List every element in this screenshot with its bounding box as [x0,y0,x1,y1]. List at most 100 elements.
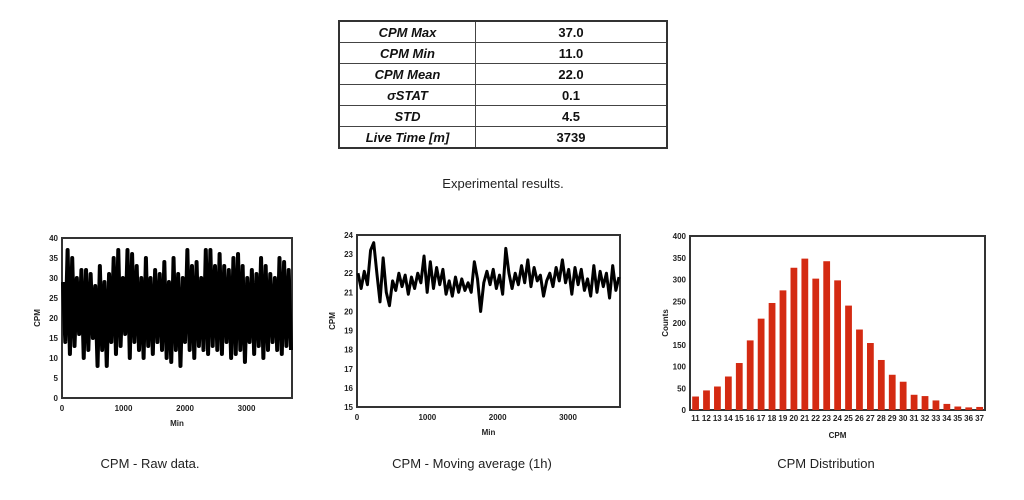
x-tick-label: 3000 [238,404,256,413]
bar [823,261,831,410]
x-tick-label: 34 [942,414,951,423]
y-axis-label: CPM [328,312,337,330]
y-tick-label: 17 [344,365,353,374]
bar [812,278,820,410]
x-tick-label: 3000 [559,413,577,422]
y-tick-label: 400 [673,232,687,241]
y-tick-label: 10 [49,354,58,363]
table-row: CPM Max 37.0 [338,20,668,43]
x-tick-label: 29 [888,414,897,423]
x-tick-label: 25 [844,414,853,423]
distribution-caption: CPM Distribution [777,456,875,471]
y-tick-label: 20 [49,314,58,323]
x-tick-label: 2000 [489,413,507,422]
y-tick-label: 23 [344,250,353,259]
data-series-line [61,248,293,368]
raw-data-chart: 0 5 10 15 20 25 30 35 40 CPM Min 0 1000 2000 3000 [33,234,293,428]
y-tick-label: 300 [673,276,687,285]
row-label: STD [338,105,476,127]
y-tick-label: 19 [344,327,353,336]
y-tick-label: 50 [677,384,686,393]
x-tick-label: 17 [757,414,766,423]
y-tick-label: 150 [673,341,687,350]
bar [714,386,721,410]
row-value: 0.1 [475,84,668,106]
bar [757,318,765,410]
row-label: CPM Max [338,20,476,43]
bar [888,374,896,410]
x-tick-label: 37 [975,414,984,423]
bar [867,343,874,410]
bar [834,280,841,410]
x-tick-label: 26 [855,414,864,423]
bar [724,376,732,410]
y-axis-label: Counts [661,309,670,337]
x-tick-label: 1000 [418,413,436,422]
x-tick-label: 16 [746,414,755,423]
y-tick-label: 20 [344,307,353,316]
bar [965,407,973,410]
x-tick-label: 28 [877,414,886,423]
table-caption: Experimental results. [442,176,564,191]
row-value: 4.5 [475,105,668,127]
plot-frame [356,234,621,408]
x-axis-label: Min [482,428,496,437]
y-tick-label: 0 [54,394,59,403]
table-row: CPM Min 11.0 [338,42,668,64]
x-axis-label: CPM [829,431,847,440]
row-value: 11.0 [475,42,668,64]
y-tick-label: 5 [54,374,59,383]
bar [790,267,798,410]
table-row: Live Time [m] 3739 [338,126,668,149]
y-tick-label: 40 [49,234,58,243]
row-value: 37.0 [475,20,668,43]
row-label: σSTAT [338,84,476,106]
x-tick-label: 35 [953,414,962,423]
row-label: CPM Min [338,42,476,64]
bar [877,359,885,410]
bar [779,290,787,410]
y-tick-label: 18 [344,346,353,355]
bar [899,381,907,410]
x-tick-label: 13 [713,414,722,423]
row-value: 22.0 [475,63,668,85]
x-tick-label: 0 [355,413,360,422]
bar [856,329,863,410]
x-tick-label: 27 [866,414,875,423]
bar [692,396,699,410]
y-tick-label: 21 [344,288,353,297]
x-tick-label: 23 [822,414,831,423]
x-tick-label: 31 [910,414,919,423]
x-tick-label: 14 [724,414,733,423]
bar [954,406,962,410]
bar [910,394,918,410]
bar [768,302,776,410]
x-tick-label: 18 [767,414,776,423]
y-tick-label: 30 [49,274,58,283]
x-tick-label: 36 [964,414,973,423]
y-tick-label: 0 [682,406,687,415]
bar [703,390,710,410]
y-tick-label: 15 [344,403,353,412]
x-tick-label: 0 [60,404,65,413]
raw-data-caption: CPM - Raw data. [100,456,200,471]
y-tick-label: 200 [673,319,687,328]
bar [921,396,929,410]
y-tick-label: 24 [344,231,353,240]
y-tick-label: 100 [673,363,687,372]
x-tick-label: 11 [691,414,700,423]
y-tick-label: 250 [673,297,687,306]
x-tick-label: 22 [811,414,820,423]
y-tick-label: 25 [49,294,58,303]
data-series-line [356,241,621,313]
bar [735,363,743,410]
row-label: CPM Mean [338,63,476,85]
results-table: CPM Max 37.0 CPM Min 11.0 CPM Mean 22.0 σSTAT 0… [338,20,668,149]
x-tick-label: 20 [789,414,798,423]
x-tick-label: 33 [931,414,940,423]
y-tick-label: 15 [49,334,58,343]
y-tick-label: 350 [673,254,687,263]
row-label: Live Time [m] [338,126,476,149]
x-tick-label: 15 [735,414,744,423]
